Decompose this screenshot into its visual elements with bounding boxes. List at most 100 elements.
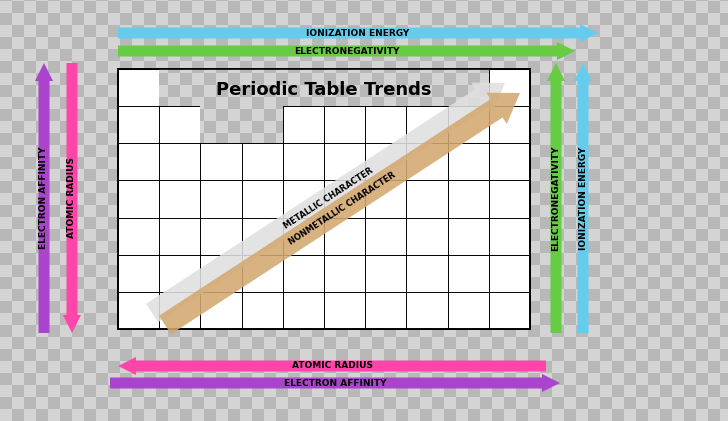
Bar xyxy=(348,97,360,109)
Bar xyxy=(624,25,636,37)
Bar xyxy=(384,205,396,217)
Bar xyxy=(636,73,648,85)
Bar xyxy=(648,97,660,109)
Bar xyxy=(228,13,240,25)
Bar xyxy=(720,361,728,373)
Bar xyxy=(336,337,348,349)
Bar xyxy=(108,397,120,409)
Bar xyxy=(636,1,648,13)
Bar xyxy=(672,97,684,109)
Bar xyxy=(624,0,636,1)
Bar xyxy=(96,13,108,25)
Bar xyxy=(708,97,720,109)
Bar xyxy=(624,337,636,349)
Bar xyxy=(408,0,420,1)
Bar xyxy=(708,61,720,73)
Bar xyxy=(600,193,612,205)
Bar xyxy=(576,241,588,253)
Bar xyxy=(192,373,204,385)
Bar xyxy=(48,181,60,193)
Bar xyxy=(84,361,96,373)
Bar xyxy=(504,313,516,325)
Bar xyxy=(108,253,120,265)
Bar xyxy=(108,157,120,169)
Bar xyxy=(396,229,408,241)
Bar xyxy=(288,97,300,106)
Bar xyxy=(216,106,228,109)
Bar xyxy=(264,73,276,85)
Bar xyxy=(180,277,192,289)
Bar xyxy=(300,121,312,133)
Bar xyxy=(408,69,420,73)
Bar xyxy=(708,49,720,61)
Bar xyxy=(648,289,660,301)
Bar xyxy=(192,241,204,253)
Bar xyxy=(240,325,252,337)
Bar xyxy=(444,1,456,13)
Bar xyxy=(372,0,384,1)
Bar xyxy=(696,13,708,25)
Bar xyxy=(552,385,564,397)
Bar xyxy=(684,337,696,349)
Bar xyxy=(456,385,468,397)
Bar xyxy=(444,121,456,133)
Bar xyxy=(36,25,48,37)
Bar xyxy=(240,73,252,85)
Bar xyxy=(480,337,492,349)
Bar xyxy=(672,193,684,205)
Bar xyxy=(288,157,300,169)
Bar xyxy=(36,109,48,121)
Bar xyxy=(708,337,720,349)
Bar xyxy=(264,85,276,97)
Bar xyxy=(264,337,276,349)
Bar xyxy=(516,409,528,421)
Bar xyxy=(672,109,684,121)
Bar xyxy=(360,181,372,193)
Bar xyxy=(348,73,360,85)
Bar xyxy=(348,109,360,121)
Bar xyxy=(252,61,264,73)
Bar xyxy=(372,1,384,13)
Bar xyxy=(708,13,720,25)
Bar xyxy=(276,133,282,143)
Bar xyxy=(372,121,384,133)
Bar xyxy=(312,121,324,133)
Bar xyxy=(528,385,540,397)
Bar xyxy=(84,265,96,277)
Bar xyxy=(84,1,96,13)
Bar xyxy=(204,145,216,157)
Bar xyxy=(576,25,588,37)
Bar xyxy=(84,277,96,289)
Bar xyxy=(708,229,720,241)
Bar xyxy=(276,13,288,25)
Bar xyxy=(180,397,192,409)
Bar xyxy=(288,397,300,409)
Bar xyxy=(516,241,528,253)
Bar xyxy=(240,49,252,61)
Bar xyxy=(168,49,180,61)
Bar xyxy=(516,181,528,193)
Bar xyxy=(324,289,336,301)
Bar xyxy=(336,385,348,397)
Bar xyxy=(288,253,300,265)
Bar xyxy=(228,106,240,109)
Bar xyxy=(0,289,12,301)
Bar xyxy=(636,277,648,289)
Bar xyxy=(204,217,216,229)
Bar xyxy=(516,0,528,1)
Bar xyxy=(300,73,312,85)
Bar xyxy=(528,361,540,373)
Bar xyxy=(192,409,204,421)
Bar xyxy=(168,133,180,145)
Bar xyxy=(408,49,420,61)
Bar xyxy=(564,145,576,157)
Bar xyxy=(456,133,468,145)
Bar xyxy=(0,349,12,361)
Bar xyxy=(204,397,216,409)
Bar xyxy=(456,37,468,49)
Bar xyxy=(684,37,696,49)
Bar xyxy=(312,397,324,409)
Bar xyxy=(48,49,60,61)
Bar xyxy=(240,97,252,106)
Bar xyxy=(24,265,36,277)
